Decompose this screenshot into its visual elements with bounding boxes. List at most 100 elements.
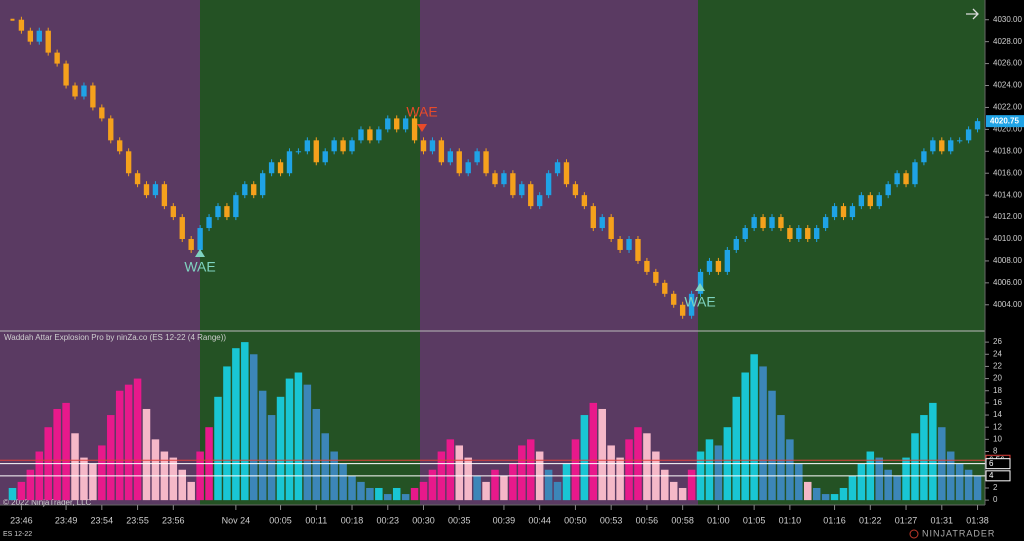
histogram-bar [107,415,115,501]
y-tick-label: 4030.00 [993,15,1022,24]
candle-body [99,107,105,119]
level-marker [985,470,1011,482]
x-tick-label: 01:31 [931,515,954,525]
y-tick-label: 22 [993,362,1002,371]
histogram-bar [169,457,178,501]
x-tick-label: 01:05 [743,515,766,525]
candle-body [268,162,275,174]
candle-body [286,151,293,174]
candle-body [519,184,525,196]
candle-body [706,260,713,272]
y-tick-label: 4004.00 [993,300,1022,309]
histogram-bar [786,439,794,501]
histogram-bar [929,402,937,501]
histogram-bar [607,445,615,501]
histogram-bar [357,481,365,501]
candle-body [465,162,471,174]
signal-triangle [195,249,205,257]
histogram-bar [643,433,651,501]
histogram-bar [553,481,562,501]
histogram-bar [759,366,767,501]
x-tick-label: 01:00 [707,515,730,525]
y-tick-label: 8 [993,447,998,456]
histogram-bar [71,433,79,501]
candle-body [688,293,695,316]
arrow-icon[interactable] [966,8,979,20]
histogram-bar [98,445,106,501]
level-label: 6 [989,459,994,468]
histogram-bar [902,457,910,501]
zone [0,0,200,505]
candle-body [27,30,34,42]
histogram-bar [589,402,598,501]
candle-body [501,173,507,185]
histogram-bar [884,469,892,501]
candle-body [224,206,230,218]
candle-body [259,173,266,196]
y-tick-label: 4026.00 [993,59,1022,68]
candle-body [411,118,418,141]
histogram-bar [473,475,481,501]
candle-body [956,140,963,142]
y-tick-label: 0 [993,495,998,504]
candle-body [108,118,114,141]
histogram-bar [366,487,374,501]
x-tick-label: 00:05 [269,515,292,525]
candle-body [840,206,847,218]
histogram-bar [857,463,866,501]
histogram-bar [875,457,883,501]
histogram-bar [732,396,741,501]
level-label: 4 [989,471,994,480]
y-tick-label: 4028.00 [993,37,1022,46]
y-tick-label: 16 [993,398,1002,407]
x-tick-label: 23:56 [162,515,185,525]
y-tick-label: 2 [993,483,998,492]
histogram-bar [26,469,35,501]
candle-body [939,140,945,152]
histogram-bar [142,408,151,501]
histogram-bar [464,457,472,501]
y-tick-label: 4008.00 [993,256,1022,265]
candle-body [894,173,900,185]
y-tick-label: 14 [993,410,1002,419]
candle-body [885,184,891,196]
candle-body [599,217,605,229]
candle-body [367,129,373,141]
candle-body [447,151,454,163]
histogram-bar [249,354,258,501]
x-tick-label: 00:58 [671,515,694,525]
histogram-bar [803,481,812,501]
candle-body [715,260,722,272]
candle-body [965,129,972,141]
candle-body [117,140,123,152]
histogram-bar [214,396,222,501]
histogram-bar [294,372,303,501]
x-tick-label: 01:38 [966,515,989,525]
x-tick-label: 01:10 [779,515,802,525]
candle-body [331,140,337,152]
candle-body [72,85,78,97]
candle-body [581,195,588,207]
histogram-bar [410,487,419,501]
candle-body [152,184,159,196]
histogram-bar [625,439,633,501]
histogram-bar [741,372,749,501]
candle-body [787,228,793,240]
y-tick-label: 4020.00 [993,124,1022,133]
histogram-bar [151,439,160,501]
histogram-bar [669,481,678,501]
candle-body [394,118,400,130]
x-tick-label: 00:23 [377,515,400,525]
candle-body [402,118,409,130]
candle-body [179,217,185,240]
histogram-bar [80,457,88,501]
x-tick-label: 23:49 [55,515,78,525]
logo-icon [909,529,919,539]
candle-body [125,151,132,174]
candle-body [429,140,436,152]
histogram-bar [124,384,133,501]
histogram-bar [562,463,571,501]
y-tick-label: 24 [993,349,1002,358]
x-tick-label: 00:35 [448,515,471,525]
